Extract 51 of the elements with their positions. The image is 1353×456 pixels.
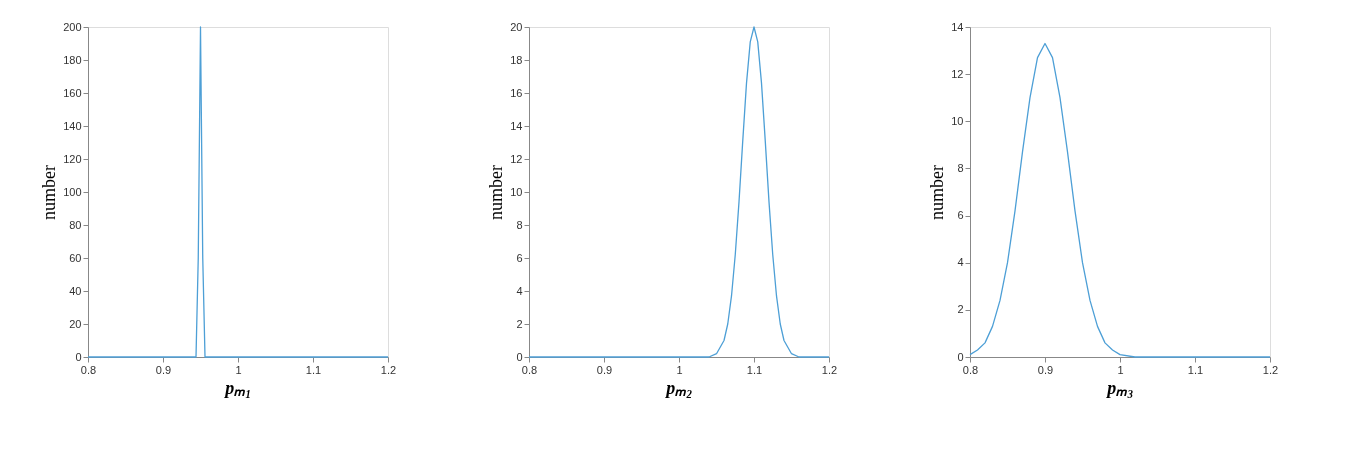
y-tick-label: 12 (510, 152, 523, 165)
y-tick-label: 8 (516, 218, 523, 231)
y-tick-label: 18 (510, 53, 523, 66)
y-tick-label: 160 (63, 86, 82, 99)
x-tick-label: 0.9 (155, 363, 172, 376)
y-tick-label: 4 (957, 256, 964, 269)
x-tick-label: 1.1 (1187, 363, 1204, 376)
y-axis-title: number (927, 165, 948, 220)
x-tick-label: 1.1 (305, 363, 322, 376)
y-tick-label: 20 (69, 317, 82, 330)
x-tick-label: 0.8 (80, 363, 97, 376)
y-tick-label: 6 (957, 209, 964, 222)
x-tick-label: 1.2 (1262, 363, 1279, 376)
y-tick-label: 6 (516, 251, 523, 264)
y-tick-label: 100 (63, 185, 82, 198)
y-tick-label: 4 (516, 284, 523, 297)
y-axis-title: number (486, 165, 507, 220)
y-tick-label: 140 (63, 119, 82, 132)
x-tick-label: 1.2 (380, 363, 397, 376)
y-tick-label: 10 (510, 185, 523, 198)
y-tick-label: 80 (69, 218, 82, 231)
y-tick-label: 0 (75, 350, 82, 363)
y-tick-label: 8 (957, 161, 964, 174)
y-tick-label: 120 (63, 152, 82, 165)
y-tick-label: 2 (957, 303, 964, 316)
y-tick-label: 14 (951, 20, 964, 33)
x-tick-label: 1 (676, 363, 683, 376)
y-tick-label: 12 (951, 67, 964, 80)
x-tick-label: 1 (235, 363, 242, 376)
x-tick-label: 0.8 (521, 363, 538, 376)
x-tick-label: 1.1 (746, 363, 763, 376)
y-tick-label: 60 (69, 251, 82, 264)
y-tick-label: 20 (510, 20, 523, 33)
y-tick-label: 200 (63, 20, 82, 33)
y-tick-label: 0 (957, 350, 964, 363)
y-tick-label: 16 (510, 86, 523, 99)
x-tick-label: 1.2 (821, 363, 838, 376)
x-tick-label: 0.9 (596, 363, 613, 376)
x-tick-label: 0.8 (962, 363, 979, 376)
y-tick-label: 2 (516, 317, 523, 330)
x-axis-title: pₘ₂ (664, 377, 693, 398)
y-tick-label: 10 (951, 114, 964, 127)
x-axis-title: pₘ₁ (223, 377, 252, 398)
x-axis-title: pₘ₃ (1105, 377, 1134, 398)
y-tick-label: 0 (516, 350, 523, 363)
y-axis-title: number (39, 165, 60, 220)
x-tick-label: 1 (1117, 363, 1124, 376)
y-tick-label: 40 (69, 284, 82, 297)
x-tick-label: 0.9 (1037, 363, 1054, 376)
y-tick-label: 180 (63, 53, 82, 66)
y-tick-label: 14 (510, 119, 523, 132)
